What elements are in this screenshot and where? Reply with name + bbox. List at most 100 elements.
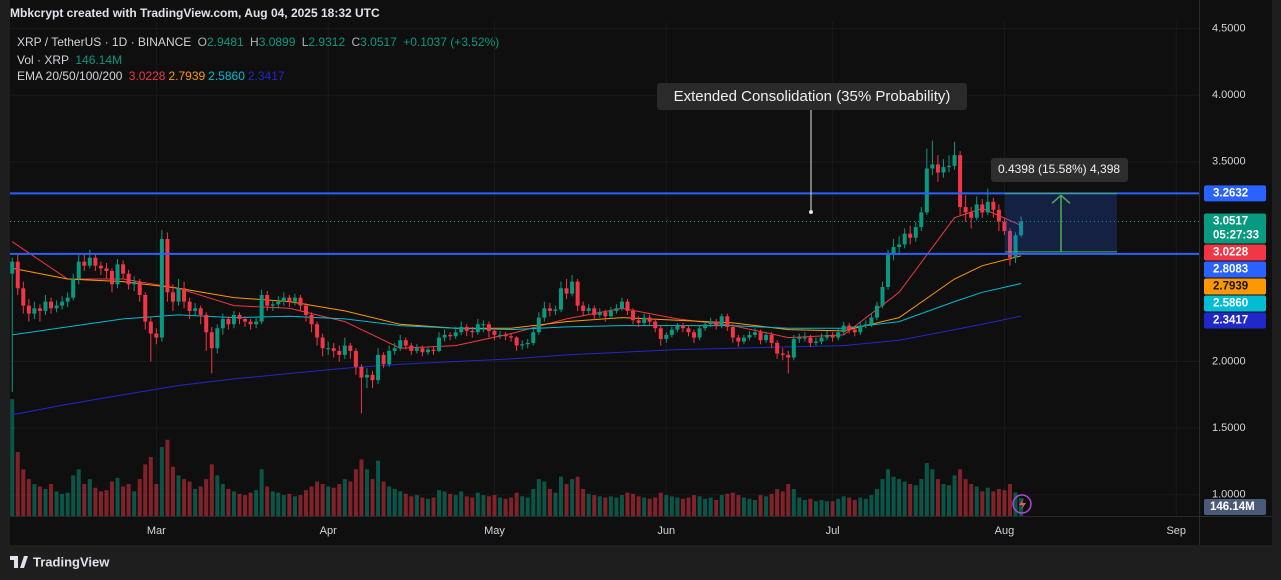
candle-body [658, 328, 663, 339]
candle-body [49, 301, 54, 309]
candle-body [836, 332, 841, 338]
candle-body [304, 305, 309, 315]
volume-bar [886, 469, 891, 516]
candle-body [143, 294, 148, 322]
candle-body [265, 294, 270, 306]
volume-bar [863, 498, 868, 516]
candle-body [969, 212, 974, 218]
price-tag-label: 3.0517 [1213, 216, 1248, 228]
candle-body [425, 349, 430, 353]
volume-bar [963, 479, 968, 516]
candle-body [1007, 231, 1012, 258]
volume-bar [525, 497, 530, 516]
candle-body [825, 334, 830, 338]
candle-body [486, 324, 491, 331]
volume-bar [919, 479, 924, 516]
candle-body [60, 301, 65, 306]
volume-bar [752, 500, 757, 516]
candle-body [852, 329, 857, 333]
volume-bar [714, 500, 719, 516]
candle-body [692, 332, 697, 338]
ohlc-value: 3.0899 [258, 35, 296, 49]
volume-bar [825, 501, 830, 516]
volume-bar [570, 479, 575, 516]
volume-bar [492, 495, 497, 516]
candle-body [625, 301, 630, 311]
ohlc-letter: O [197, 35, 207, 49]
candle-body [647, 317, 652, 322]
volume-bar [481, 495, 486, 516]
volume-bar [292, 496, 297, 516]
candle-body [220, 318, 225, 329]
candle-body [874, 305, 879, 318]
price-tag [1204, 244, 1266, 261]
candle-body [298, 297, 303, 306]
candle-body [126, 273, 131, 285]
candle-body [392, 348, 397, 351]
volume-bar [398, 491, 403, 516]
x-tick-label: Sep [1166, 525, 1186, 537]
volume-bar [891, 476, 896, 516]
volume-bar [797, 497, 802, 516]
volume-bar [315, 481, 320, 516]
volume-bar [758, 495, 763, 516]
volume-bar [675, 497, 680, 516]
volume-bar [974, 486, 979, 516]
ohlc-letter: H [250, 35, 259, 49]
candle-body [403, 340, 408, 346]
x-tick-label: May [484, 525, 505, 537]
candle-body [619, 301, 624, 309]
x-tick-label: Jun [657, 525, 675, 537]
volume-bar [1019, 498, 1024, 516]
candle-body [575, 281, 580, 306]
candle-body [453, 332, 458, 337]
candle-body [935, 164, 940, 173]
candle-body [608, 310, 613, 317]
volume-bar [669, 496, 674, 516]
candle-body [780, 353, 785, 355]
candle-body [719, 316, 724, 326]
candle-body [991, 201, 996, 210]
volume-bar [115, 477, 120, 516]
volume-bar [254, 490, 259, 516]
candle-body [337, 350, 342, 355]
volume-bar [148, 456, 153, 516]
x-tick-label: Apr [320, 525, 337, 537]
ema-title: EMA 20/50/100/200 [17, 69, 123, 83]
price-tag-label: 2.7939 [1213, 281, 1248, 293]
volume-bar [281, 495, 286, 516]
volume-bar [15, 452, 20, 516]
candle-body [198, 308, 203, 315]
ohlc-letter: L [301, 35, 309, 49]
volume-bar [231, 491, 236, 516]
volume-bar [736, 495, 741, 516]
candle-body [985, 201, 990, 213]
candle-body [1013, 235, 1018, 258]
volume-bar [586, 493, 591, 516]
candle-body [592, 308, 597, 315]
volume-bar [342, 479, 347, 516]
volume-bar [564, 484, 569, 516]
volume-bar [764, 496, 769, 516]
volume-bar [841, 496, 846, 516]
volume-bar [791, 488, 796, 516]
price-tag [1204, 261, 1266, 278]
candle-body [614, 308, 619, 311]
x-tick-label: Aug [995, 525, 1015, 537]
volume-bar [869, 495, 874, 516]
candle-body [170, 292, 175, 302]
volume-bar [996, 488, 1001, 516]
candle-body [813, 341, 818, 343]
candle-body [996, 209, 1001, 222]
candle-body [442, 334, 447, 338]
volume-bar [170, 466, 175, 516]
volume-bar [658, 492, 663, 516]
candle-body [664, 334, 669, 339]
candle-body [958, 155, 963, 208]
price-tag-label: 2.3417 [1213, 315, 1248, 327]
alert-icon [1012, 494, 1032, 514]
candle-body [498, 334, 503, 336]
change: +0.1037 (+3.52%) [403, 35, 500, 49]
candle-body [154, 333, 159, 338]
candle-body [570, 281, 575, 294]
